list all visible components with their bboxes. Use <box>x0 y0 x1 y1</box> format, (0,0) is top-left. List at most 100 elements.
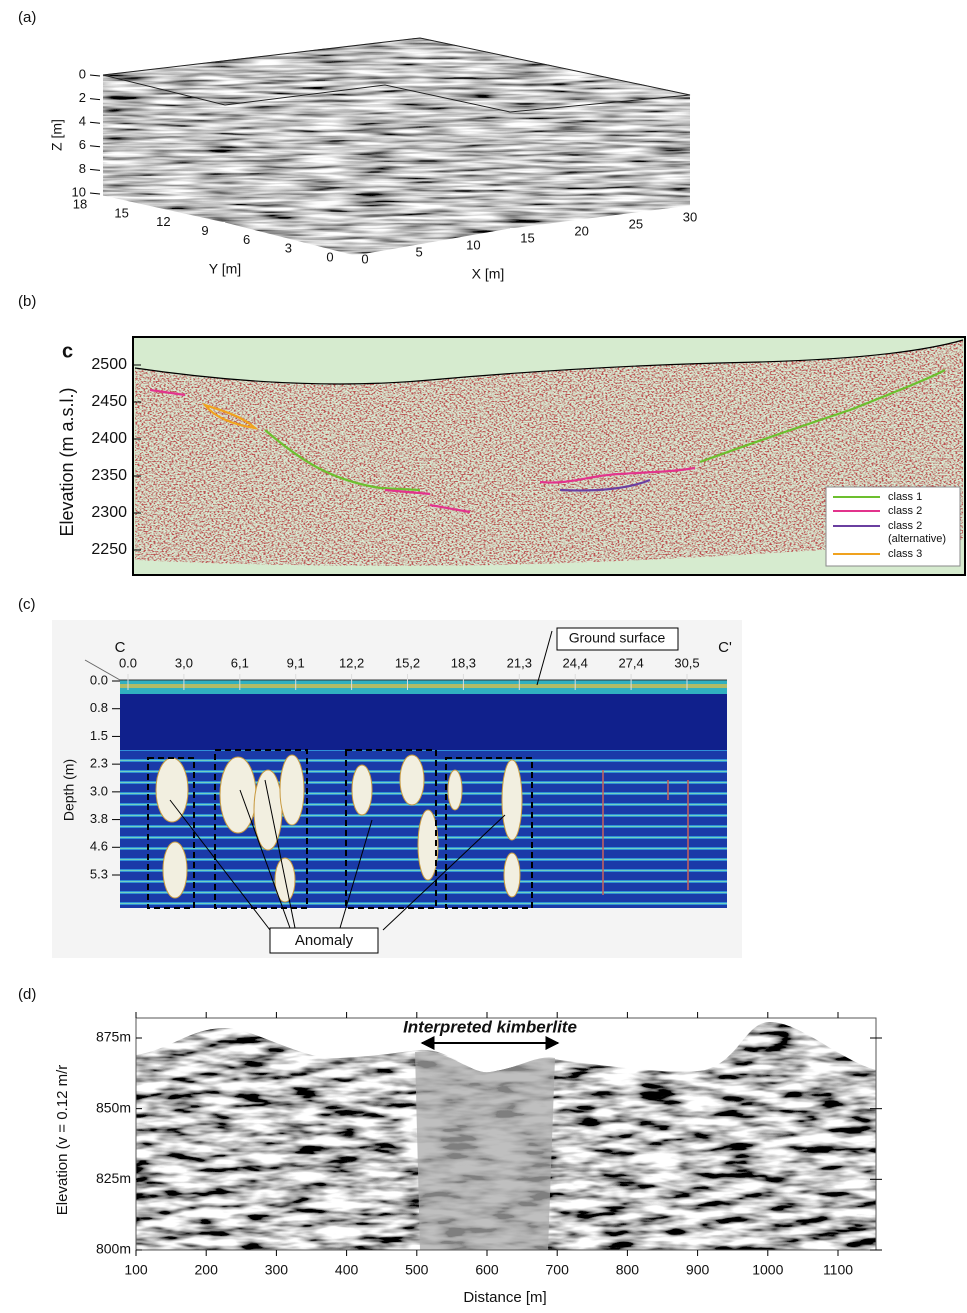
tick-label: 20 <box>574 223 588 238</box>
tick-label: 0 <box>361 251 368 266</box>
interpretation-line <box>559 478 651 492</box>
tick-label: 9,1 <box>287 655 305 670</box>
tick-label: 3.0 <box>90 783 108 798</box>
tick-label: 4 <box>79 114 86 129</box>
interpretation-line <box>201 402 259 430</box>
callout-lines <box>169 779 506 931</box>
annotation: Interpreted kimberlite <box>403 1017 577 1036</box>
panel-letter: c <box>62 340 73 362</box>
axis-title: Z [m] <box>49 119 65 151</box>
tick-label: 10 <box>466 237 480 252</box>
section-end: C' <box>718 639 732 656</box>
tick-label: 6 <box>243 232 250 247</box>
tick-label: 875m <box>96 1029 131 1045</box>
tick-label: 2400 <box>91 430 127 447</box>
legend-label: (alternative) <box>888 533 946 545</box>
surface-line <box>134 339 964 385</box>
interpretation-line <box>264 369 946 492</box>
tick-label: 1.5 <box>90 728 108 743</box>
tick-label: 18 <box>73 196 87 211</box>
legend-label: class 2 <box>888 520 922 532</box>
callout: Anomaly <box>295 932 354 949</box>
corner-line <box>84 659 121 681</box>
tick-label: 2500 <box>91 356 127 373</box>
tick-label: 15 <box>520 230 534 245</box>
tick-label: 100 <box>124 1262 148 1278</box>
tick-label: 27,4 <box>618 655 643 670</box>
tick-label: 9 <box>201 223 208 238</box>
section-end: C <box>115 639 126 656</box>
tick-label: 0.8 <box>90 700 108 715</box>
tick-label: 0.0 <box>119 655 137 670</box>
tick-label: 24,4 <box>563 655 588 670</box>
tick-label: 2450 <box>91 393 127 410</box>
tick-label: 2.3 <box>90 756 108 771</box>
tick-label: 18,3 <box>451 655 476 670</box>
tick <box>89 192 101 195</box>
kimberlite-zone <box>415 1051 555 1250</box>
tick-label: 2 <box>79 90 86 105</box>
radargram <box>135 340 963 566</box>
tick-label: 2300 <box>91 504 127 521</box>
tick-label: 15 <box>114 205 128 220</box>
tick-label: 700 <box>546 1262 570 1278</box>
tick-label: 5 <box>416 244 423 259</box>
tick-label: 800m <box>96 1241 131 1257</box>
tick-label: 0 <box>79 66 86 81</box>
surface-band <box>120 684 727 688</box>
axis-title: Depth (m) <box>61 759 77 821</box>
axis-title: Elevation (v = 0.12 m/r <box>54 1065 71 1215</box>
tick-label: 400 <box>335 1262 359 1278</box>
tick-label: 15,2 <box>395 655 420 670</box>
tick-label: 900 <box>686 1262 710 1278</box>
tick-label: 0.0 <box>90 672 108 687</box>
tick-label: 3,0 <box>175 655 193 670</box>
tick-label: 3.8 <box>90 811 108 826</box>
tick <box>89 168 101 171</box>
tick-label: 300 <box>265 1262 289 1278</box>
legend-label: class 1 <box>888 491 922 503</box>
tick-label: 30 <box>683 209 697 224</box>
tick <box>89 74 101 77</box>
legend-label: class 3 <box>888 548 922 560</box>
axis-title: Y [m] <box>209 261 241 277</box>
callout-line <box>536 630 553 686</box>
tick-label: 2250 <box>91 541 127 558</box>
tick-label: 4.6 <box>90 839 108 854</box>
axis-title: X [m] <box>472 266 505 282</box>
callout-box <box>269 927 379 954</box>
tick-label: 30,5 <box>674 655 699 670</box>
tick-label: 500 <box>405 1262 429 1278</box>
tick-label: 825m <box>96 1170 131 1186</box>
floor-face <box>224 194 511 256</box>
anomaly-boxes <box>147 749 533 909</box>
tick-label: 6,1 <box>231 655 249 670</box>
tick <box>89 145 101 148</box>
tick-label: 6 <box>79 137 86 152</box>
panel-label: (b) <box>18 293 36 310</box>
tick-label: 1100 <box>823 1262 853 1278</box>
legend-label: class 2 <box>888 505 922 517</box>
tick-label: 5.3 <box>90 866 108 881</box>
tick-label: 800 <box>616 1262 640 1278</box>
tick-label: 12,2 <box>339 655 364 670</box>
tick-label: 600 <box>475 1262 499 1278</box>
tick <box>89 121 101 124</box>
panel-label: (a) <box>18 9 36 26</box>
panel-label: (c) <box>18 596 36 613</box>
axis-title: Distance [m] <box>463 1289 546 1306</box>
tick-label: 200 <box>195 1262 219 1278</box>
right-face <box>509 94 691 229</box>
tick-label: 0 <box>326 249 333 264</box>
tick-label: 2350 <box>91 467 127 484</box>
interpretation-line <box>149 388 696 514</box>
plot-frame <box>135 1017 877 1251</box>
panel-label: (d) <box>18 986 36 1003</box>
tick-label: 8 <box>79 161 86 176</box>
tick-label: 10 <box>72 184 86 199</box>
tick-label: 3 <box>285 241 292 256</box>
block-3d <box>102 37 691 256</box>
tick-label: 25 <box>629 216 643 231</box>
tick-label: 12 <box>156 214 170 229</box>
axis-title: Elevation (m a.s.l.) <box>57 387 77 536</box>
